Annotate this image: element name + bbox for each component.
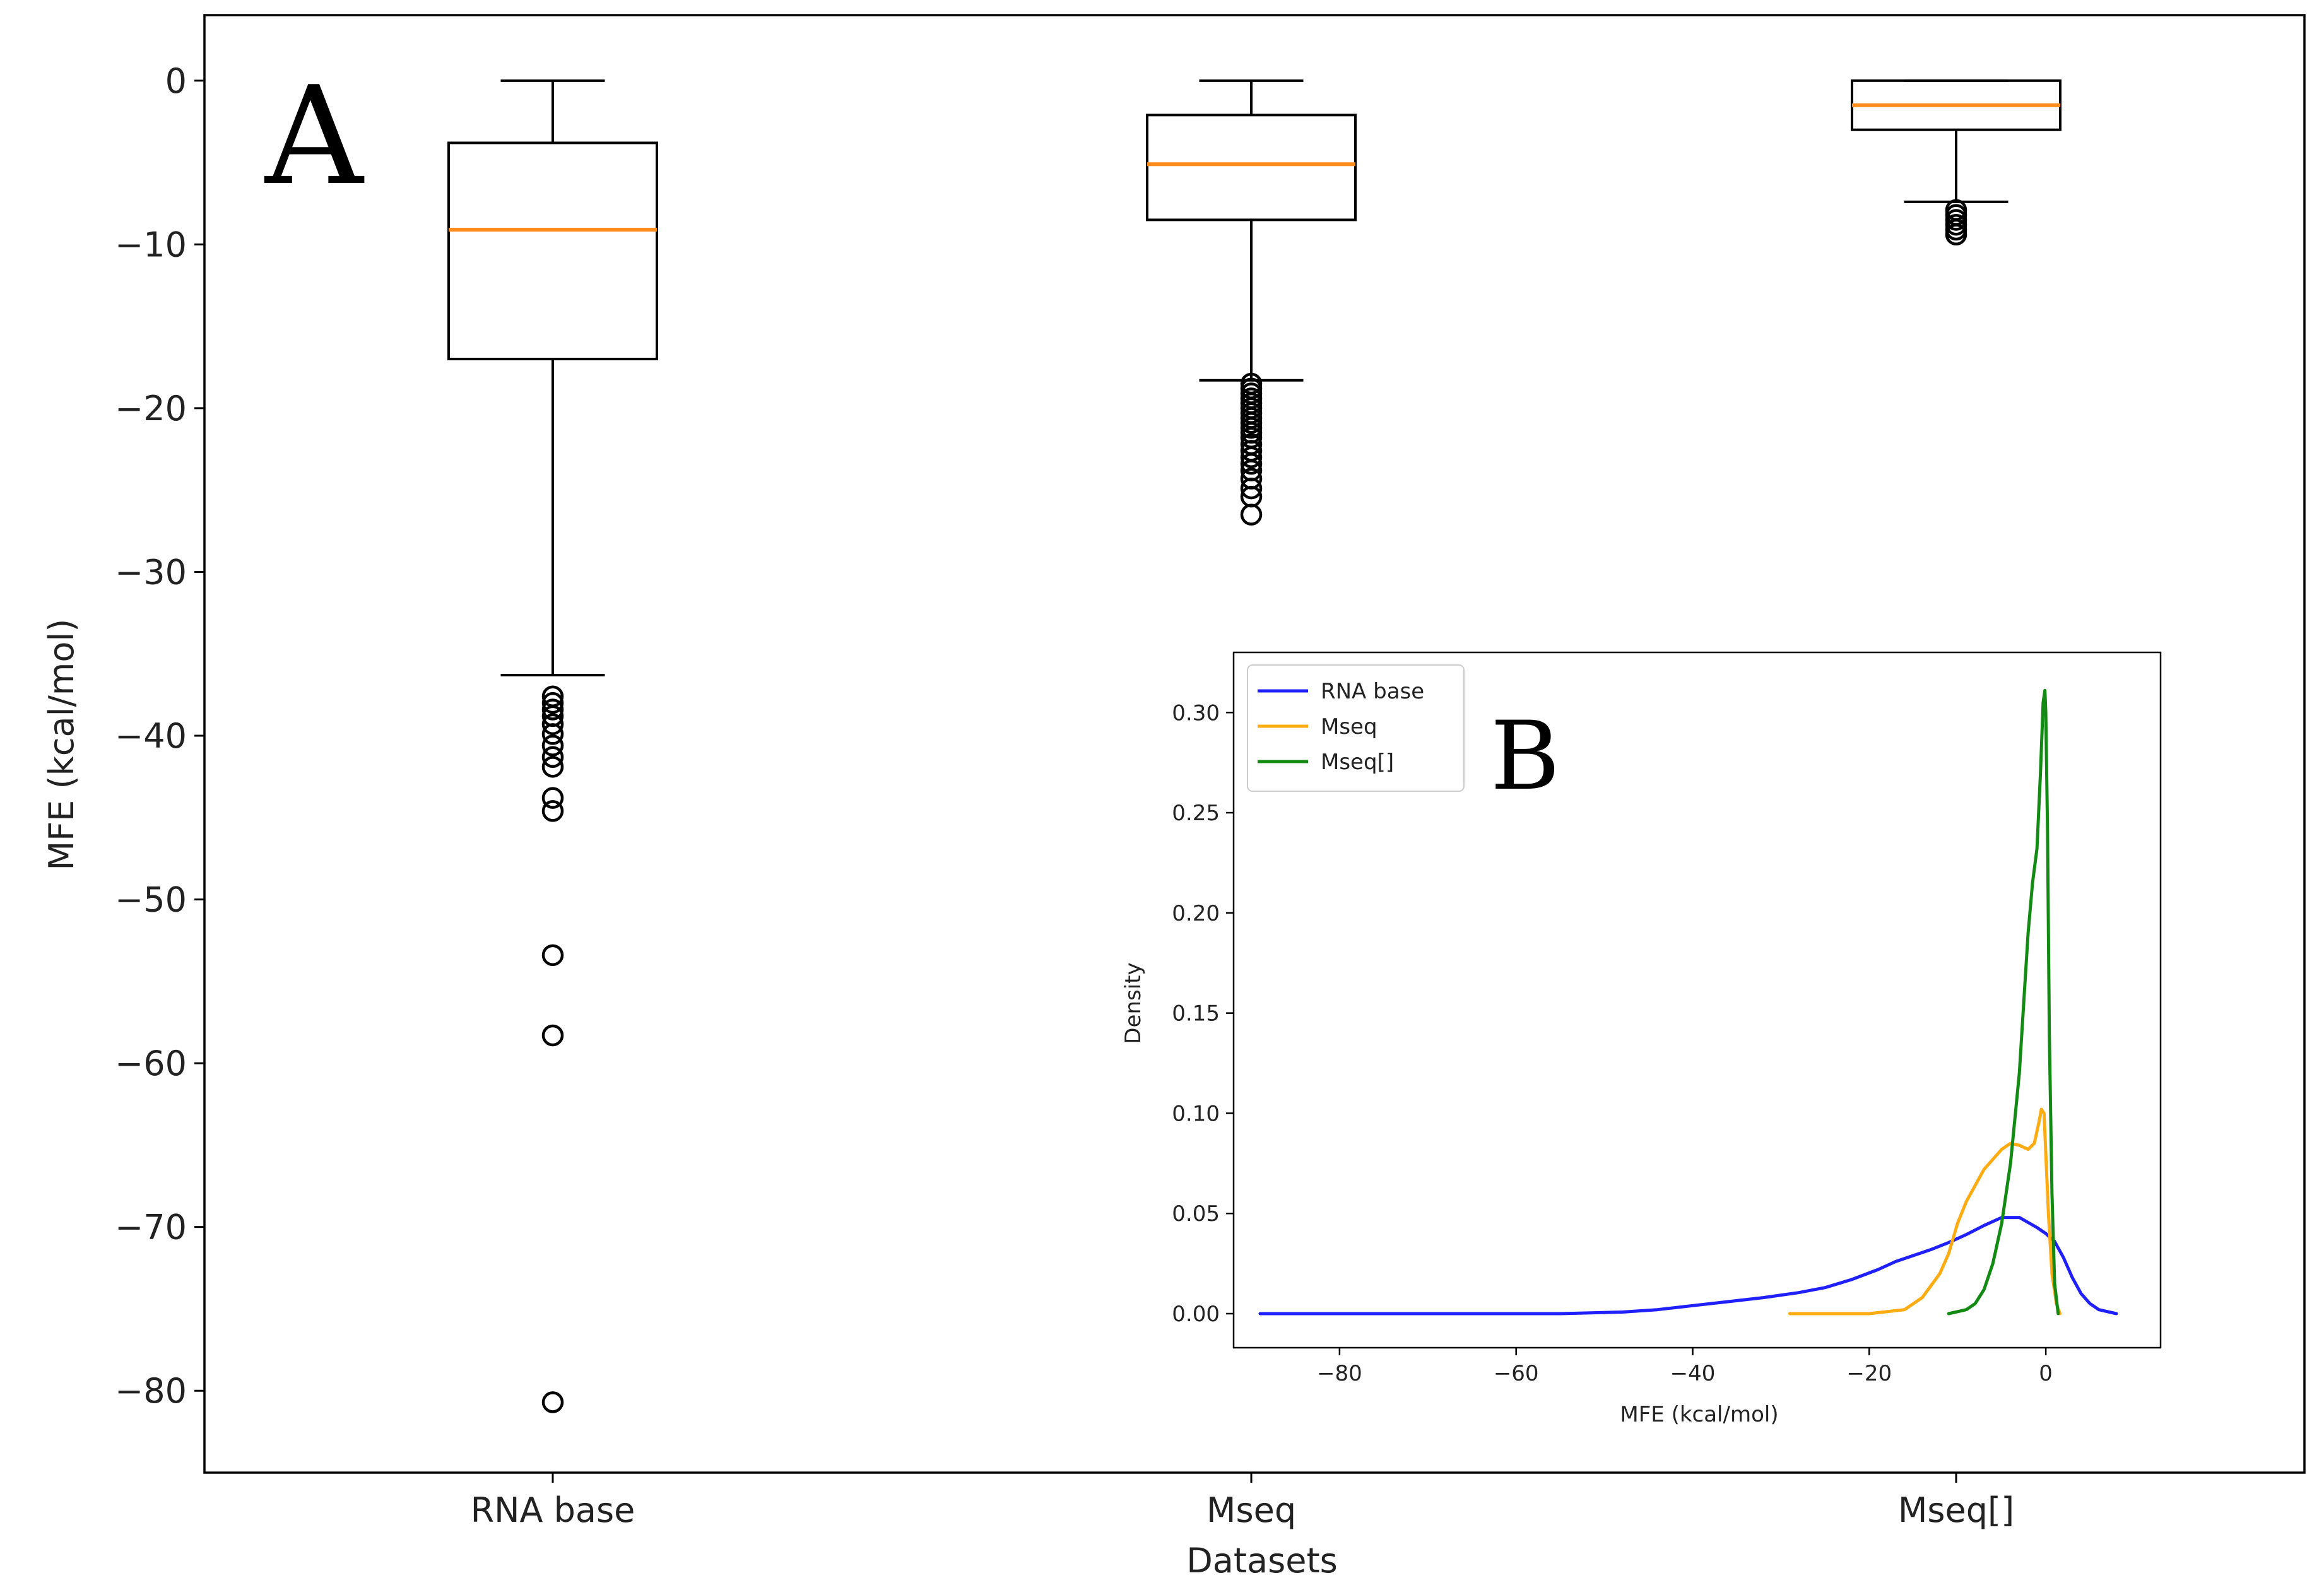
box-2 — [1851, 79, 2062, 246]
outlier-point — [1240, 504, 1263, 526]
y-tick-label: −70 — [115, 1208, 187, 1247]
panel-a-letter: A — [264, 57, 365, 215]
outlier-point — [1240, 477, 1263, 500]
outlier-point — [541, 723, 564, 745]
panel-b-legend: RNA base Mseq Mseq[] — [1247, 664, 1465, 792]
panel-a-boxes — [447, 79, 2062, 1413]
y-tick-label: 0.00 — [1172, 1302, 1220, 1327]
y-tick-label: 0 — [165, 61, 187, 101]
outlier-point — [1945, 223, 1967, 246]
panel-b-ylabel: Density — [1121, 962, 1146, 1044]
y-tick-label: −40 — [115, 716, 187, 756]
x-tick-label: RNA base — [471, 1490, 635, 1530]
outlier-point — [1240, 452, 1263, 475]
series-line-2 — [1947, 688, 2060, 1316]
series-line-1 — [1788, 1107, 2062, 1316]
y-tick-label: 0.05 — [1172, 1201, 1220, 1227]
y-tick-label: −30 — [115, 552, 187, 592]
panel-b-x-ticks: −80 −60 −40 −20 0 — [1317, 1348, 2053, 1386]
outlier-point — [541, 713, 564, 736]
outlier-point — [541, 698, 564, 721]
y-tick-label: −10 — [115, 225, 187, 264]
panel-b-letter: B — [1490, 702, 1560, 811]
y-tick-label: 0.30 — [1172, 700, 1220, 726]
legend-label: Mseq[] — [1321, 750, 1394, 775]
outlier-point — [1240, 446, 1263, 469]
x-tick-label: −40 — [1670, 1361, 1716, 1386]
legend-label: RNA base — [1321, 679, 1424, 704]
panel-b-frame — [1232, 651, 2162, 1349]
panel-a-boxplot: 0 −10 −20 −30 −40 −50 −60 −70 −80 RNA base Mseq Ms… — [42, 14, 2306, 1581]
x-tick-label: Mseq[] — [1898, 1490, 2014, 1530]
panel-b-y-ticks: 0.00 0.05 0.10 0.15 0.20 0.25 0.30 — [1172, 700, 1234, 1327]
panel-a-x-ticks: RNA base Mseq Mseq[] — [471, 1473, 2014, 1530]
y-tick-label: −20 — [115, 389, 187, 428]
y-tick-label: 0.25 — [1172, 801, 1220, 826]
y-tick-label: −50 — [115, 880, 187, 920]
x-tick-label: −80 — [1317, 1361, 1362, 1386]
y-tick-label: 0.20 — [1172, 901, 1220, 926]
y-tick-label: 0.15 — [1172, 1001, 1220, 1027]
outlier-point — [541, 746, 564, 768]
y-tick-label: −80 — [115, 1371, 187, 1411]
panel-a-xlabel: Datasets — [1186, 1541, 1338, 1581]
panel-a-y-ticks: 0 −10 −20 −30 −40 −50 −60 −70 −80 — [115, 61, 204, 1411]
outlier-point — [541, 756, 564, 778]
outlier-point — [541, 787, 564, 809]
y-tick-label: 0.10 — [1172, 1101, 1220, 1126]
x-tick-label: Mseq — [1206, 1490, 1296, 1530]
panel-a-ylabel: MFE (kcal/mol) — [42, 619, 81, 871]
y-tick-label: −60 — [115, 1044, 187, 1083]
panel-b-lines — [1258, 688, 2118, 1316]
legend-box — [1247, 664, 1465, 792]
x-tick-label: −20 — [1846, 1361, 1892, 1386]
box-1 — [1146, 79, 1357, 526]
panel-b-xlabel: MFE (kcal/mol) — [1620, 1402, 1778, 1427]
outlier-point — [541, 944, 564, 967]
box-0 — [447, 79, 658, 1413]
panel-b-density: 0.00 0.05 0.10 0.15 0.20 0.25 0.30 −80 −60 −40 −2… — [1121, 651, 2162, 1427]
outlier-point — [541, 734, 564, 757]
panel-a-frame — [203, 14, 2306, 1474]
series-line-0 — [1258, 1216, 2118, 1316]
outlier-point — [541, 1024, 564, 1047]
outlier-point — [541, 800, 564, 822]
x-tick-label: 0 — [2039, 1361, 2053, 1386]
x-tick-label: −60 — [1494, 1361, 1539, 1386]
legend-label: Mseq — [1321, 714, 1377, 739]
outlier-point — [541, 1391, 564, 1413]
outlier-point — [541, 692, 564, 714]
